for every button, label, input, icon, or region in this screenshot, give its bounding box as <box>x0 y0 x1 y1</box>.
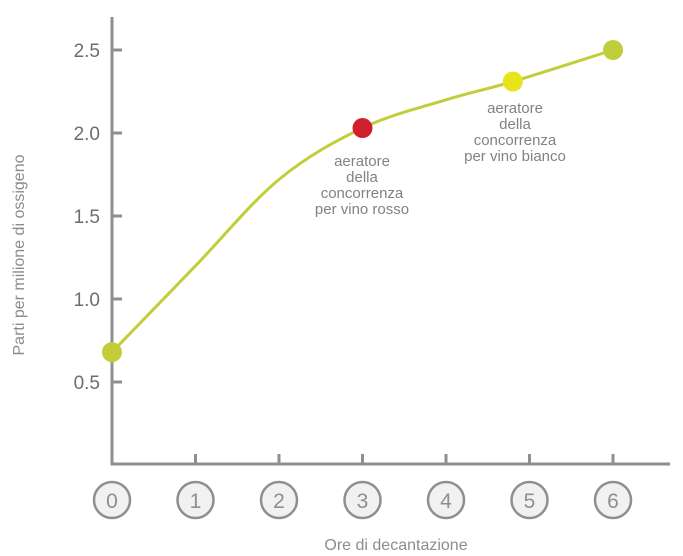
annotation-label: aeratore della concorrenza per vino rosso <box>315 153 409 218</box>
x-tick-label: 2 <box>273 490 285 513</box>
annotation-line: concorrenza <box>474 132 557 149</box>
x-tick-label: 5 <box>524 490 536 513</box>
y-tick-label: 2.5 <box>74 41 100 62</box>
annotation-line: per vino rosso <box>315 201 409 218</box>
annotation-line: concorrenza <box>321 185 404 202</box>
data-point <box>102 342 122 363</box>
x-tick-circle <box>343 480 382 520</box>
data-point <box>603 40 623 60</box>
y-tick-label: 2.0 <box>74 124 100 145</box>
annotation-line: della <box>499 116 531 133</box>
data-point <box>352 118 373 139</box>
x-tick-label: 6 <box>607 490 619 513</box>
x-axis-title: Ore di decantazione <box>324 537 467 554</box>
annotation-line: per vino bianco <box>464 148 566 165</box>
annotation-label: aeratore della concorrenza per vino bianco <box>464 100 566 165</box>
x-tick-circle <box>593 480 633 520</box>
x-tick-label: 1 <box>190 490 202 513</box>
x-tick-circle <box>176 480 215 520</box>
data-point <box>502 71 523 92</box>
annotation-line: aeratore <box>334 153 390 170</box>
x-tick-circle <box>510 480 549 520</box>
y-tick-label: 0.5 <box>74 373 100 394</box>
annotation-line: della <box>346 169 378 186</box>
y-tick-label: 1.0 <box>74 290 100 311</box>
x-tick-label: 4 <box>440 490 452 513</box>
x-tick-label: 0 <box>106 490 118 513</box>
y-tick-label: 1.5 <box>74 207 100 228</box>
x-tick-circle <box>92 480 132 520</box>
x-tick-circle <box>259 480 299 520</box>
x-tick-circle <box>426 480 466 520</box>
annotation-line: aeratore <box>487 100 543 117</box>
x-tick-label: 3 <box>357 490 369 513</box>
y-axis-title: Parti per milione di ossigeno <box>11 154 28 355</box>
